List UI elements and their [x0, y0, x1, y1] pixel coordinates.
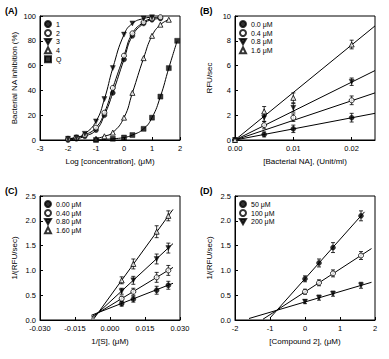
svg-text:-0.030: -0.030: [29, 324, 50, 333]
svg-text:2.0: 2.0: [26, 216, 36, 225]
svg-text:100: 100: [23, 12, 36, 21]
svg-text:1/(RFU/sec): 1/(RFU/sec): [10, 236, 19, 279]
svg-text:1.5: 1.5: [26, 241, 36, 250]
svg-text:-2: -2: [232, 324, 239, 333]
svg-text:0: 0: [303, 324, 307, 333]
svg-text:Log [concentration], (μM): Log [concentration], (μM): [65, 157, 154, 166]
svg-text:2.5: 2.5: [221, 192, 231, 201]
svg-text:1.60 μM: 1.60 μM: [56, 227, 82, 235]
svg-text:2: 2: [178, 144, 182, 153]
svg-text:0.0: 0.0: [221, 316, 231, 325]
svg-text:-1: -1: [93, 144, 100, 153]
svg-text:2: 2: [227, 111, 231, 120]
svg-text:0: 0: [226, 135, 231, 145]
svg-text:0.00 μM: 0.00 μM: [56, 201, 82, 209]
svg-text:(C): (C): [5, 186, 18, 196]
svg-text:0.02: 0.02: [344, 144, 359, 153]
svg-text:-0.015: -0.015: [64, 324, 85, 333]
svg-text:(D): (D): [200, 186, 213, 196]
svg-text:1: 1: [338, 324, 342, 333]
svg-text:(A): (A): [5, 6, 18, 16]
svg-text:2: 2: [373, 324, 377, 333]
svg-text:4: 4: [227, 86, 231, 95]
svg-text:-2: -2: [65, 144, 72, 153]
svg-text:0.4 μM: 0.4 μM: [251, 30, 273, 38]
svg-text:2: 2: [56, 30, 60, 37]
svg-text:0.5: 0.5: [26, 291, 36, 300]
svg-text:0.80 μM: 0.80 μM: [56, 218, 82, 226]
svg-text:0.0: 0.0: [25, 315, 36, 325]
svg-text:60: 60: [28, 61, 36, 70]
svg-text:40: 40: [28, 86, 36, 95]
svg-text:0.015: 0.015: [136, 324, 155, 333]
svg-text:0: 0: [122, 144, 126, 153]
svg-text:1.0: 1.0: [26, 266, 36, 275]
svg-text:80: 80: [28, 36, 36, 45]
svg-text:200 μM: 200 μM: [251, 218, 275, 226]
svg-text:[Compound 2], (μM): [Compound 2], (μM): [269, 337, 341, 346]
svg-text:1.5: 1.5: [221, 241, 231, 250]
svg-text:1/(RFU/sec): 1/(RFU/sec): [205, 236, 214, 279]
svg-text:100 μM: 100 μM: [251, 210, 275, 218]
svg-text:-3: -3: [37, 144, 44, 153]
svg-text:0.0 μM: 0.0 μM: [251, 21, 273, 29]
svg-text:Q: Q: [56, 56, 62, 64]
svg-text:0.01: 0.01: [286, 144, 301, 153]
svg-text:3: 3: [56, 38, 60, 45]
svg-text:6: 6: [227, 61, 231, 70]
svg-text:-1: -1: [267, 324, 274, 333]
svg-text:1/[S], (μM): 1/[S], (μM): [91, 337, 129, 346]
svg-text:0: 0: [32, 136, 36, 145]
svg-text:2.0: 2.0: [221, 216, 231, 225]
svg-text:4: 4: [56, 47, 60, 54]
svg-text:0.030: 0.030: [171, 324, 190, 333]
svg-text:0.5: 0.5: [221, 291, 231, 300]
svg-text:1: 1: [56, 21, 60, 28]
svg-text:Bacterial NA inhibition (%): Bacterial NA inhibition (%): [10, 31, 19, 124]
svg-text:0.8 μM: 0.8 μM: [251, 38, 273, 46]
svg-text:1: 1: [150, 144, 154, 153]
svg-text:2.5: 2.5: [26, 192, 36, 201]
svg-text:(B): (B): [200, 6, 213, 16]
svg-text:10: 10: [223, 12, 231, 21]
svg-text:20: 20: [28, 111, 36, 120]
svg-text:50 μM: 50 μM: [251, 201, 271, 209]
svg-text:0.000: 0.000: [101, 324, 120, 333]
svg-text:0.40 μM: 0.40 μM: [56, 210, 82, 218]
svg-text:1.6 μM: 1.6 μM: [251, 47, 273, 55]
svg-text:8: 8: [227, 36, 231, 45]
svg-text:0.00: 0.00: [228, 144, 243, 153]
svg-text:1.0: 1.0: [221, 266, 231, 275]
svg-text:[Bacterial NA], (Unit/ml): [Bacterial NA], (Unit/ml): [263, 157, 347, 166]
svg-text:RFU/sec: RFU/sec: [205, 62, 214, 93]
